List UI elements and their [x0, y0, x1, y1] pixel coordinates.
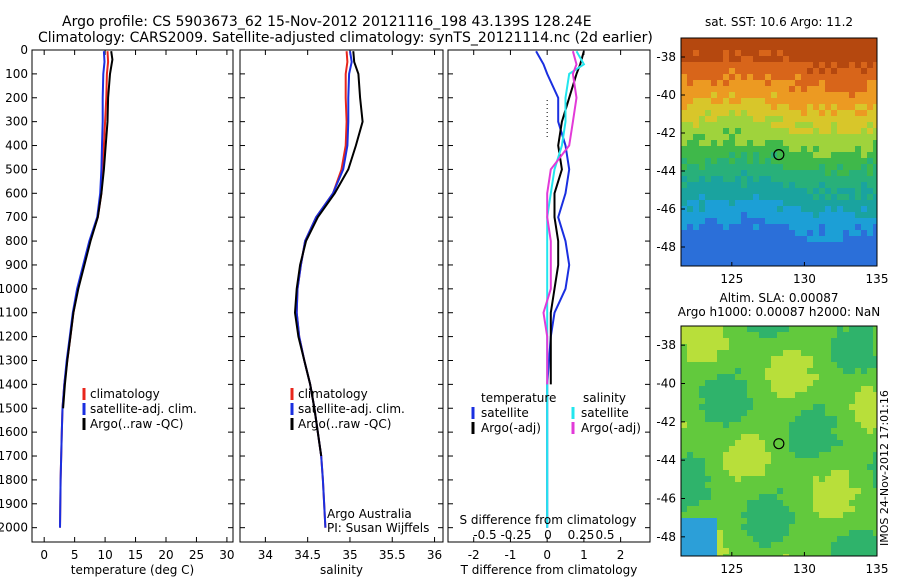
map-y-tick-label: -46 — [656, 202, 676, 216]
credit-pi: PI: Susan Wijffels — [327, 521, 429, 535]
x-tick-label: 34.5 — [294, 548, 321, 562]
y-tick-label: 800 — [5, 234, 28, 248]
top-axis-tick-label: 0.25 — [568, 528, 595, 542]
y-tick-label: 400 — [5, 139, 28, 153]
map-x-tick-label: 130 — [793, 562, 816, 576]
argo-float-position-marker — [773, 438, 785, 450]
y-tick-label: 1700 — [0, 449, 28, 463]
map-x-tick-label: 135 — [866, 272, 889, 286]
legend-label: climatology — [90, 387, 160, 401]
x-tick-label: 0 — [40, 548, 48, 562]
x-tick-label: 36 — [427, 548, 442, 562]
plot-frame-temperature — [31, 49, 234, 543]
y-tick-label: 1000 — [0, 282, 28, 296]
x-tick-label: 20 — [158, 548, 173, 562]
map-title-sst_map: sat. SST: 10.6 Argo: 11.2 — [705, 15, 853, 29]
map-x-tick-label: 135 — [866, 562, 889, 576]
x-tick-label: 30 — [219, 548, 234, 562]
x-tick-label: 5 — [71, 548, 79, 562]
top-axis-tick-label: 0 — [544, 528, 552, 542]
x-tick-label: 34 — [258, 548, 273, 562]
y-tick-label: 300 — [5, 115, 28, 129]
top-axis-label: S difference from climatology — [460, 513, 637, 527]
legend-label: satellite — [581, 406, 629, 420]
map-x-tick-label: 125 — [720, 562, 743, 576]
map-y-tick-label: -44 — [656, 453, 676, 467]
legend-title-temperature: temperature — [481, 391, 556, 405]
y-tick-label: 1400 — [0, 377, 28, 391]
legend-label: climatology — [298, 387, 368, 401]
y-tick-label: 1100 — [0, 306, 28, 320]
y-tick-label: 2000 — [0, 521, 28, 535]
top-axis-tick-label: -0.25 — [500, 528, 531, 542]
map-field-sst_map — [681, 38, 877, 266]
top-axis-tick-label: -0.5 — [473, 528, 496, 542]
x-tick-label: 15 — [128, 548, 143, 562]
y-tick-label: 700 — [5, 210, 28, 224]
x-tick-label: -2 — [468, 548, 480, 562]
y-tick-label: 900 — [5, 258, 28, 272]
y-tick-label: 600 — [5, 186, 28, 200]
legend-label: satellite-adj. clim. — [298, 402, 405, 416]
map-y-tick-label: -48 — [656, 240, 676, 254]
map-frame-sst_map — [680, 37, 878, 267]
x-axis-label-difference: T difference from climatology — [460, 563, 638, 577]
y-tick-label: 1900 — [0, 497, 28, 511]
legend-label: Argo(-adj) — [581, 421, 641, 435]
climatology-subtitle: Climatology: CARS2009. Satellite-adjuste… — [38, 30, 653, 46]
map-y-tick-label: -46 — [656, 492, 676, 506]
plot-frame-salinity — [239, 49, 444, 543]
map-y-tick-label: -38 — [656, 50, 676, 64]
x-tick-label: 10 — [97, 548, 112, 562]
credit-organisation: Argo Australia — [327, 507, 412, 521]
map-x-tick-label: 130 — [793, 272, 816, 286]
legend-label: Argo(..raw -QC) — [298, 417, 391, 431]
top-axis-tick-label: 0.5 — [595, 528, 614, 542]
map-field-sla_map — [681, 326, 877, 556]
x-tick-label: 2 — [617, 548, 625, 562]
map-y-tick-label: -42 — [656, 126, 676, 140]
series-line-temperature-1 — [59, 51, 106, 528]
map-y-tick-label: -40 — [656, 88, 676, 102]
map-subtitle-sla_map: Argo h1000: 0.00087 h2000: NaN — [678, 305, 880, 319]
legend-label: satellite — [481, 406, 529, 420]
y-tick-label: 1600 — [0, 425, 28, 439]
x-tick-label: 25 — [189, 548, 204, 562]
x-tick-label: 1 — [580, 548, 588, 562]
x-axis-label-salinity: salinity — [320, 563, 363, 577]
series-line-salinity-2 — [293, 51, 364, 457]
y-tick-label: 500 — [5, 162, 28, 176]
map-y-tick-label: -44 — [656, 164, 676, 178]
map-y-tick-label: -38 — [656, 338, 676, 352]
map-frame-sla_map — [680, 325, 878, 557]
legend-label: Argo(-adj) — [481, 421, 541, 435]
map-y-tick-label: -40 — [656, 377, 676, 391]
y-tick-label: 100 — [5, 67, 28, 81]
y-tick-label: 1800 — [0, 473, 28, 487]
y-tick-label: 0 — [20, 43, 28, 57]
x-tick-label: 35.5 — [379, 548, 406, 562]
x-axis-label-temperature: temperature (deg C) — [71, 563, 194, 577]
y-tick-label: 1200 — [0, 330, 28, 344]
y-tick-label: 200 — [5, 91, 28, 105]
y-tick-label: 1500 — [0, 401, 28, 415]
series-line-difference-3 — [542, 50, 578, 385]
x-tick-label: 0 — [543, 548, 551, 562]
legend-title-salinity: salinity — [583, 391, 626, 405]
legend-label: Argo(..raw -QC) — [90, 417, 183, 431]
argo-float-position-marker — [773, 149, 785, 161]
legend-label: satellite-adj. clim. — [90, 402, 197, 416]
map-x-tick-label: 125 — [720, 272, 743, 286]
x-tick-label: -1 — [504, 548, 516, 562]
map-y-tick-label: -48 — [656, 530, 676, 544]
timestamp-stamp: IMOS 24-Nov-2012 17:01:16 — [878, 390, 891, 546]
x-tick-label: 35 — [342, 548, 357, 562]
y-tick-label: 1300 — [0, 353, 28, 367]
map-y-tick-label: -42 — [656, 415, 676, 429]
map-title-sla_map: Altim. SLA: 0.00087 — [720, 291, 839, 305]
series-line-temperature-2 — [62, 51, 114, 409]
profile-title: Argo profile: CS 5903673_62 15-Nov-2012 … — [62, 14, 592, 30]
